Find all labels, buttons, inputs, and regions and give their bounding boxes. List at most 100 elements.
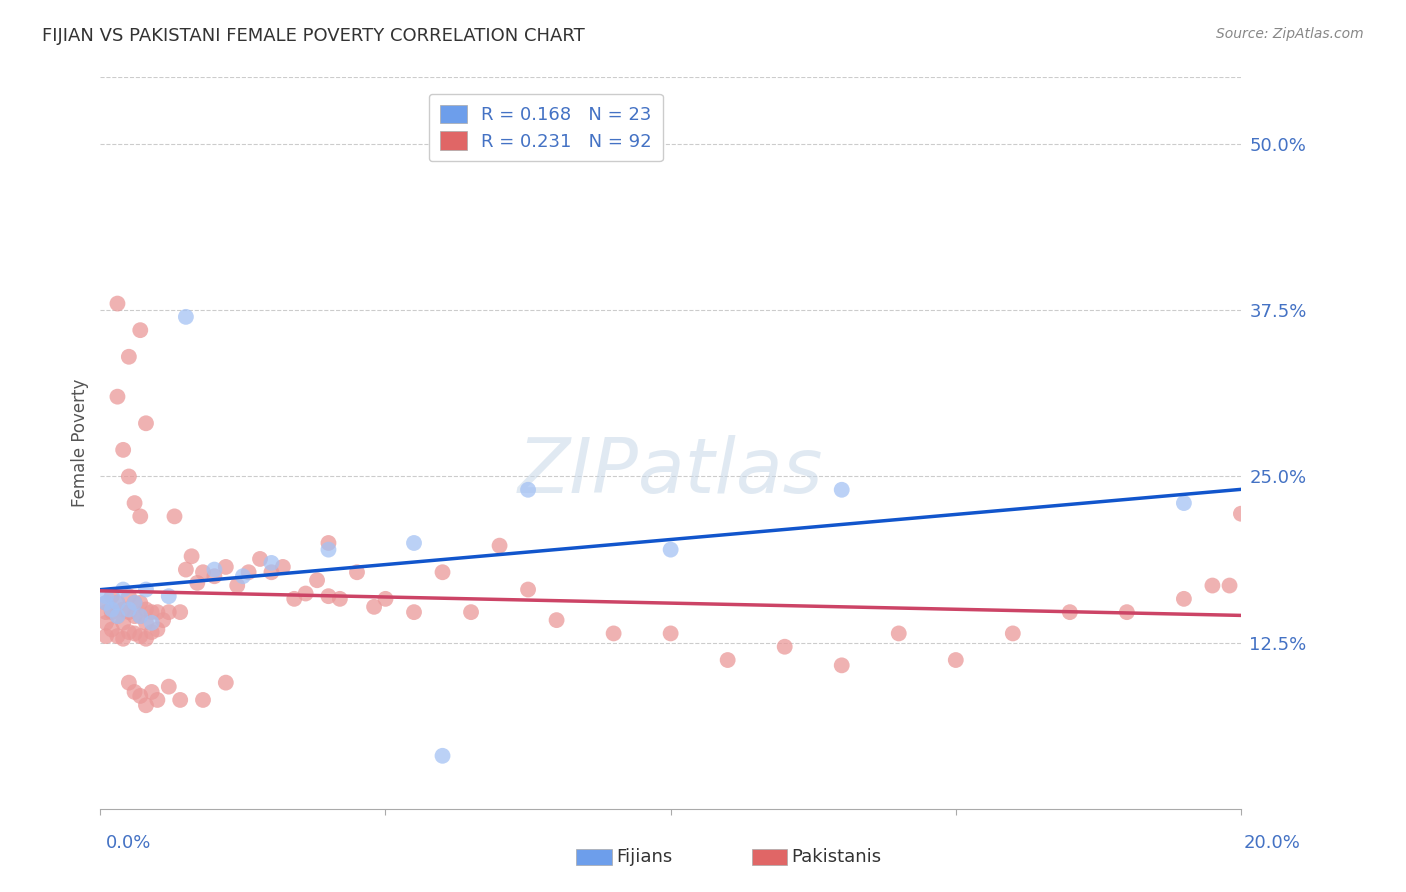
Point	[118, 605, 141, 619]
Point	[107, 296, 129, 310]
Point	[363, 599, 385, 614]
Text: Source: ZipAtlas.com: Source: ZipAtlas.com	[1216, 27, 1364, 41]
Point	[118, 469, 141, 483]
Point	[146, 693, 169, 707]
Point	[118, 675, 141, 690]
Point	[831, 483, 853, 497]
Point	[249, 552, 271, 566]
Point	[112, 602, 135, 616]
Text: 0.0%: 0.0%	[105, 834, 150, 852]
Text: Fijians: Fijians	[616, 848, 672, 866]
Point	[402, 536, 425, 550]
Point	[94, 589, 117, 603]
Point	[174, 310, 197, 324]
Point	[517, 582, 540, 597]
Point	[129, 509, 152, 524]
Point	[191, 566, 214, 580]
Point	[488, 539, 510, 553]
Point	[94, 596, 117, 610]
Point	[129, 596, 152, 610]
Point	[124, 596, 146, 610]
Point	[1001, 626, 1024, 640]
Point	[329, 591, 352, 606]
Point	[163, 509, 186, 524]
Point	[169, 693, 191, 707]
Point	[118, 589, 141, 603]
Point	[141, 685, 163, 699]
Point	[129, 609, 152, 624]
Point	[202, 563, 225, 577]
Point	[124, 685, 146, 699]
Point	[94, 629, 117, 643]
Point	[180, 549, 202, 564]
Point	[283, 591, 305, 606]
Point	[135, 615, 157, 630]
Point	[135, 582, 157, 597]
Point	[402, 605, 425, 619]
Point	[318, 542, 340, 557]
Point	[318, 589, 340, 603]
Point	[260, 556, 283, 570]
Point	[460, 605, 482, 619]
Point	[659, 626, 682, 640]
Point	[146, 623, 169, 637]
Point	[100, 589, 122, 603]
Point	[157, 589, 180, 603]
Point	[157, 680, 180, 694]
Point	[169, 605, 191, 619]
Point	[432, 748, 454, 763]
Point	[100, 605, 122, 619]
Point	[215, 560, 238, 574]
Point	[107, 596, 129, 610]
Point	[135, 698, 157, 713]
Point	[202, 569, 225, 583]
Point	[118, 602, 141, 616]
Point	[1201, 578, 1223, 592]
Point	[773, 640, 796, 654]
Point	[146, 605, 169, 619]
Point	[831, 658, 853, 673]
Point	[135, 632, 157, 646]
Text: ZIPatlas: ZIPatlas	[517, 435, 824, 509]
Point	[112, 442, 135, 457]
Text: Pakistanis: Pakistanis	[792, 848, 882, 866]
Legend: R = 0.168   N = 23, R = 0.231   N = 92: R = 0.168 N = 23, R = 0.231 N = 92	[429, 94, 662, 161]
Point	[887, 626, 910, 640]
Point	[112, 615, 135, 630]
Point	[260, 566, 283, 580]
Point	[135, 417, 157, 431]
Point	[107, 390, 129, 404]
Point	[118, 625, 141, 640]
Point	[129, 629, 152, 643]
Point	[107, 629, 129, 643]
Y-axis label: Female Poverty: Female Poverty	[72, 379, 89, 508]
Point	[94, 615, 117, 630]
Point	[124, 609, 146, 624]
Point	[1173, 496, 1195, 510]
Point	[107, 609, 129, 624]
Point	[432, 566, 454, 580]
Point	[945, 653, 967, 667]
Point	[238, 566, 260, 580]
Point	[141, 605, 163, 619]
Point	[124, 626, 146, 640]
Point	[374, 591, 396, 606]
Point	[124, 596, 146, 610]
Point	[318, 536, 340, 550]
Point	[157, 605, 180, 619]
Point	[129, 609, 152, 624]
Point	[717, 653, 740, 667]
Point	[1230, 507, 1253, 521]
Point	[346, 566, 368, 580]
Point	[271, 560, 294, 574]
Point	[100, 623, 122, 637]
Point	[215, 675, 238, 690]
Point	[100, 602, 122, 616]
Point	[129, 689, 152, 703]
Text: 20.0%: 20.0%	[1244, 834, 1301, 852]
Point	[174, 563, 197, 577]
Point	[129, 323, 152, 337]
Point	[1173, 591, 1195, 606]
Point	[307, 573, 329, 587]
Point	[1059, 605, 1081, 619]
